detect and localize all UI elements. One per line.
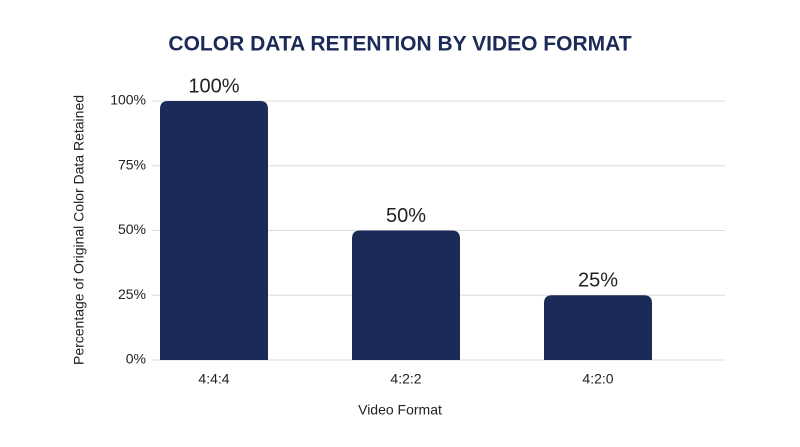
x-tick-label: 4:2:2 bbox=[390, 371, 421, 387]
y-tick-label: 25% bbox=[118, 286, 146, 302]
y-tick-label: 0% bbox=[126, 351, 146, 367]
bar bbox=[160, 101, 268, 360]
chart-title: COLOR DATA RETENTION BY VIDEO FORMAT bbox=[168, 33, 631, 56]
y-tick-label: 100% bbox=[110, 92, 146, 108]
x-tick-label: 4:4:4 bbox=[198, 371, 229, 387]
value-label: 25% bbox=[578, 270, 618, 292]
x-axis-label: Video Format bbox=[358, 402, 442, 418]
y-tick-label: 75% bbox=[118, 156, 146, 172]
value-label: 100% bbox=[188, 75, 239, 97]
y-axis-label: Percentage of Original Color Data Retain… bbox=[71, 95, 87, 365]
bar bbox=[352, 230, 460, 360]
bar bbox=[544, 295, 652, 360]
y-tick-label: 50% bbox=[118, 221, 146, 237]
x-tick-label: 4:2:0 bbox=[582, 371, 613, 387]
value-label: 50% bbox=[386, 205, 426, 227]
